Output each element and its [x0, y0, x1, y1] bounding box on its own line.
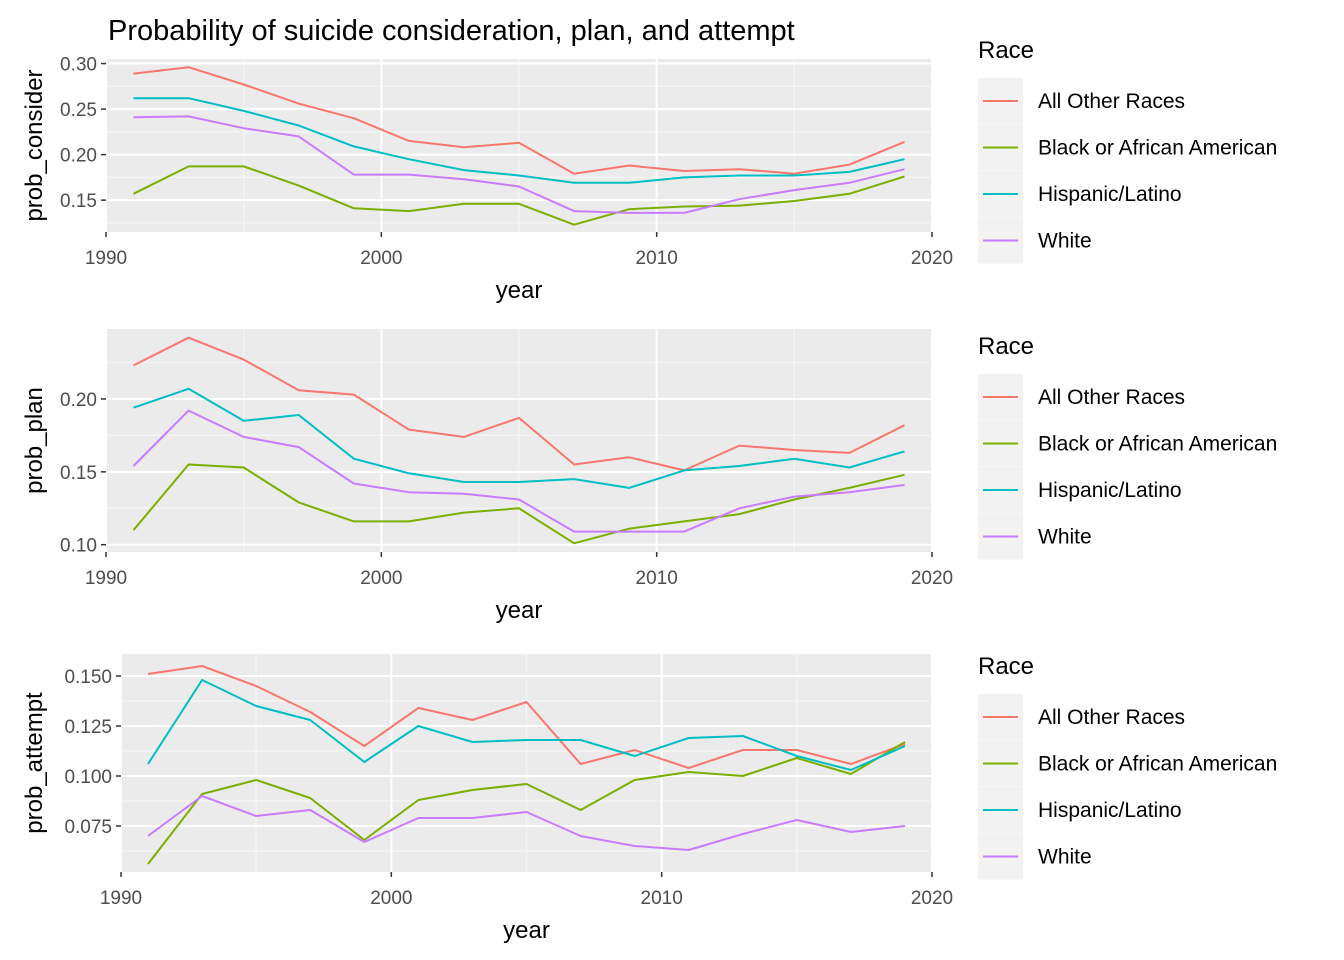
legend-title: Race: [978, 653, 1034, 680]
legend-label: White: [1038, 846, 1092, 869]
series-line-all-other-races: [133, 336, 905, 472]
legend-label: White: [1038, 230, 1092, 253]
y-axis-title: prob_attempt: [21, 692, 48, 834]
y-tick-label: 0.075: [64, 817, 112, 838]
legend-label: All Other Races: [1038, 386, 1185, 409]
series-line-white: [147, 795, 906, 851]
series-line-all-other-races: [133, 66, 905, 175]
series-line-black-or-african-american: [133, 165, 905, 226]
legend-label: White: [1038, 526, 1092, 549]
legend-label: Hispanic/Latino: [1038, 479, 1182, 502]
legend-label: Black or African American: [1038, 137, 1277, 160]
series-line-hispanic-latino: [133, 387, 905, 489]
legend-label: Black or African American: [1038, 753, 1277, 776]
x-tick-label: 1990: [85, 568, 127, 589]
x-tick-label: 2000: [360, 568, 402, 589]
y-tick-label: 0.20: [60, 390, 97, 411]
series-line-hispanic-latino: [147, 679, 906, 771]
x-tick-label: 1990: [100, 888, 142, 909]
series-line-white: [132, 409, 905, 533]
x-tick-label: 1990: [85, 248, 127, 269]
legend-label: All Other Races: [1038, 90, 1185, 113]
legend-label: Hispanic/Latino: [1038, 183, 1182, 206]
x-tick-label: 2020: [911, 888, 953, 909]
x-axis-title: year: [503, 917, 550, 944]
y-tick-label: 0.10: [60, 536, 97, 557]
chart-title: Probability of suicide consideration, pl…: [108, 15, 795, 47]
legend-label: Black or African American: [1038, 433, 1277, 456]
y-tick-label: 0.100: [64, 767, 112, 788]
x-tick-label: 2020: [911, 248, 953, 269]
x-tick-label: 2020: [911, 568, 953, 589]
series-line-black-or-african-american: [147, 741, 906, 865]
x-tick-label: 2010: [636, 568, 678, 589]
series-line-hispanic-latino: [133, 97, 905, 184]
x-tick-label: 2010: [636, 248, 678, 269]
y-tick-label: 0.15: [60, 463, 97, 484]
series-line-black-or-african-american: [132, 463, 905, 545]
y-axis-title: prob_plan: [21, 387, 48, 494]
legend-title: Race: [978, 37, 1034, 64]
y-tick-label: 0.150: [64, 667, 112, 688]
y-tick-label: 0.15: [60, 191, 97, 212]
x-axis-title: year: [496, 277, 543, 304]
y-tick-label: 0.25: [60, 100, 97, 121]
x-tick-label: 2000: [360, 248, 402, 269]
x-axis-title: year: [496, 597, 543, 624]
y-tick-label: 0.30: [60, 55, 97, 76]
x-tick-label: 2000: [370, 888, 412, 909]
legend-label: Hispanic/Latino: [1038, 799, 1182, 822]
y-tick-label: 0.125: [64, 717, 112, 738]
y-tick-label: 0.20: [60, 146, 97, 167]
legend-label: All Other Races: [1038, 706, 1185, 729]
x-tick-label: 2010: [641, 888, 683, 909]
series-line-white: [133, 115, 905, 214]
y-axis-title: prob_consider: [21, 69, 48, 221]
legend-title: Race: [978, 333, 1034, 360]
